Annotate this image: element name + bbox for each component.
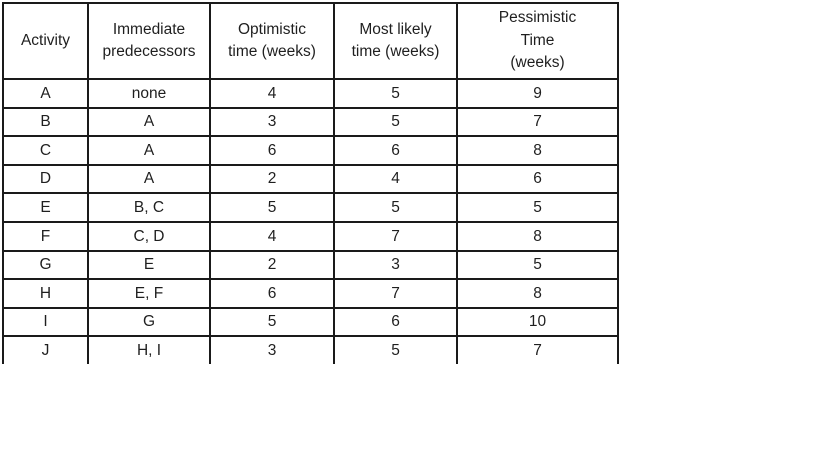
- table-cell: 5: [209, 192, 335, 223]
- table-cell: 5: [456, 249, 619, 281]
- table-cell: A: [2, 78, 89, 109]
- table-cell: C: [2, 135, 89, 166]
- table-cell: 2: [209, 249, 335, 281]
- table-cell: 5: [333, 192, 458, 223]
- table-cell: B: [2, 106, 89, 138]
- table-cell: C, D: [87, 220, 211, 252]
- table-cell: H, I: [87, 335, 211, 364]
- table-cell: A: [87, 135, 211, 166]
- column-header-immediate-predecessors: Immediate predecessors: [87, 2, 211, 80]
- column-header-optimistic-time: Optimistic time (weeks): [209, 2, 335, 80]
- table-cell: E: [87, 249, 211, 281]
- column-header-pessimistic-time: Pessimistic Time (weeks): [456, 2, 619, 80]
- table-cell: 6: [456, 163, 619, 195]
- table-cell: 8: [456, 220, 619, 252]
- table-cell: 4: [209, 78, 335, 109]
- table-cell: 5: [456, 192, 619, 223]
- table-cell: 5: [209, 306, 335, 338]
- table-cell: A: [87, 163, 211, 195]
- table-cell: 7: [456, 335, 619, 364]
- table-cell: none: [87, 78, 211, 109]
- table-cell: 6: [209, 135, 335, 166]
- table-cell: E: [2, 192, 89, 223]
- table-cell: 5: [333, 335, 458, 364]
- table-cell: 9: [456, 78, 619, 109]
- table-cell: 5: [333, 78, 458, 109]
- table-cell: F: [2, 220, 89, 252]
- table-cell: 8: [456, 135, 619, 166]
- table-cell: D: [2, 163, 89, 195]
- table-cell: B, C: [87, 192, 211, 223]
- table-cell: 3: [209, 335, 335, 364]
- table-cell: A: [87, 106, 211, 138]
- table-cell: 6: [209, 278, 335, 309]
- table-cell: 6: [333, 306, 458, 338]
- column-header-most-likely-time: Most likely time (weeks): [333, 2, 458, 80]
- table-cell: G: [2, 249, 89, 281]
- table-cell: H: [2, 278, 89, 309]
- table-cell: 5: [333, 106, 458, 138]
- table-cell: 7: [333, 220, 458, 252]
- table-cell: I: [2, 306, 89, 338]
- table-cell: 6: [333, 135, 458, 166]
- column-header-activity: Activity: [2, 2, 89, 80]
- table-row: I G 5 6 10: [2, 306, 619, 338]
- table-cell: 3: [209, 106, 335, 138]
- header-row: Activity Immediate predecessors Optimist…: [2, 2, 619, 80]
- table-cell: 4: [333, 163, 458, 195]
- table-cell: 2: [209, 163, 335, 195]
- table-cell: J: [2, 335, 89, 364]
- table-cell: 7: [456, 106, 619, 138]
- table-cell: E, F: [87, 278, 211, 309]
- table-cell: 8: [456, 278, 619, 309]
- table-cell: 10: [456, 306, 619, 338]
- table-cell: G: [87, 306, 211, 338]
- table-cell: 4: [209, 220, 335, 252]
- activity-table: Activity Immediate predecessors Optimist…: [2, 2, 619, 364]
- table-cell: 3: [333, 249, 458, 281]
- table-header: Activity Immediate predecessors Optimist…: [2, 2, 619, 80]
- table-cell: 7: [333, 278, 458, 309]
